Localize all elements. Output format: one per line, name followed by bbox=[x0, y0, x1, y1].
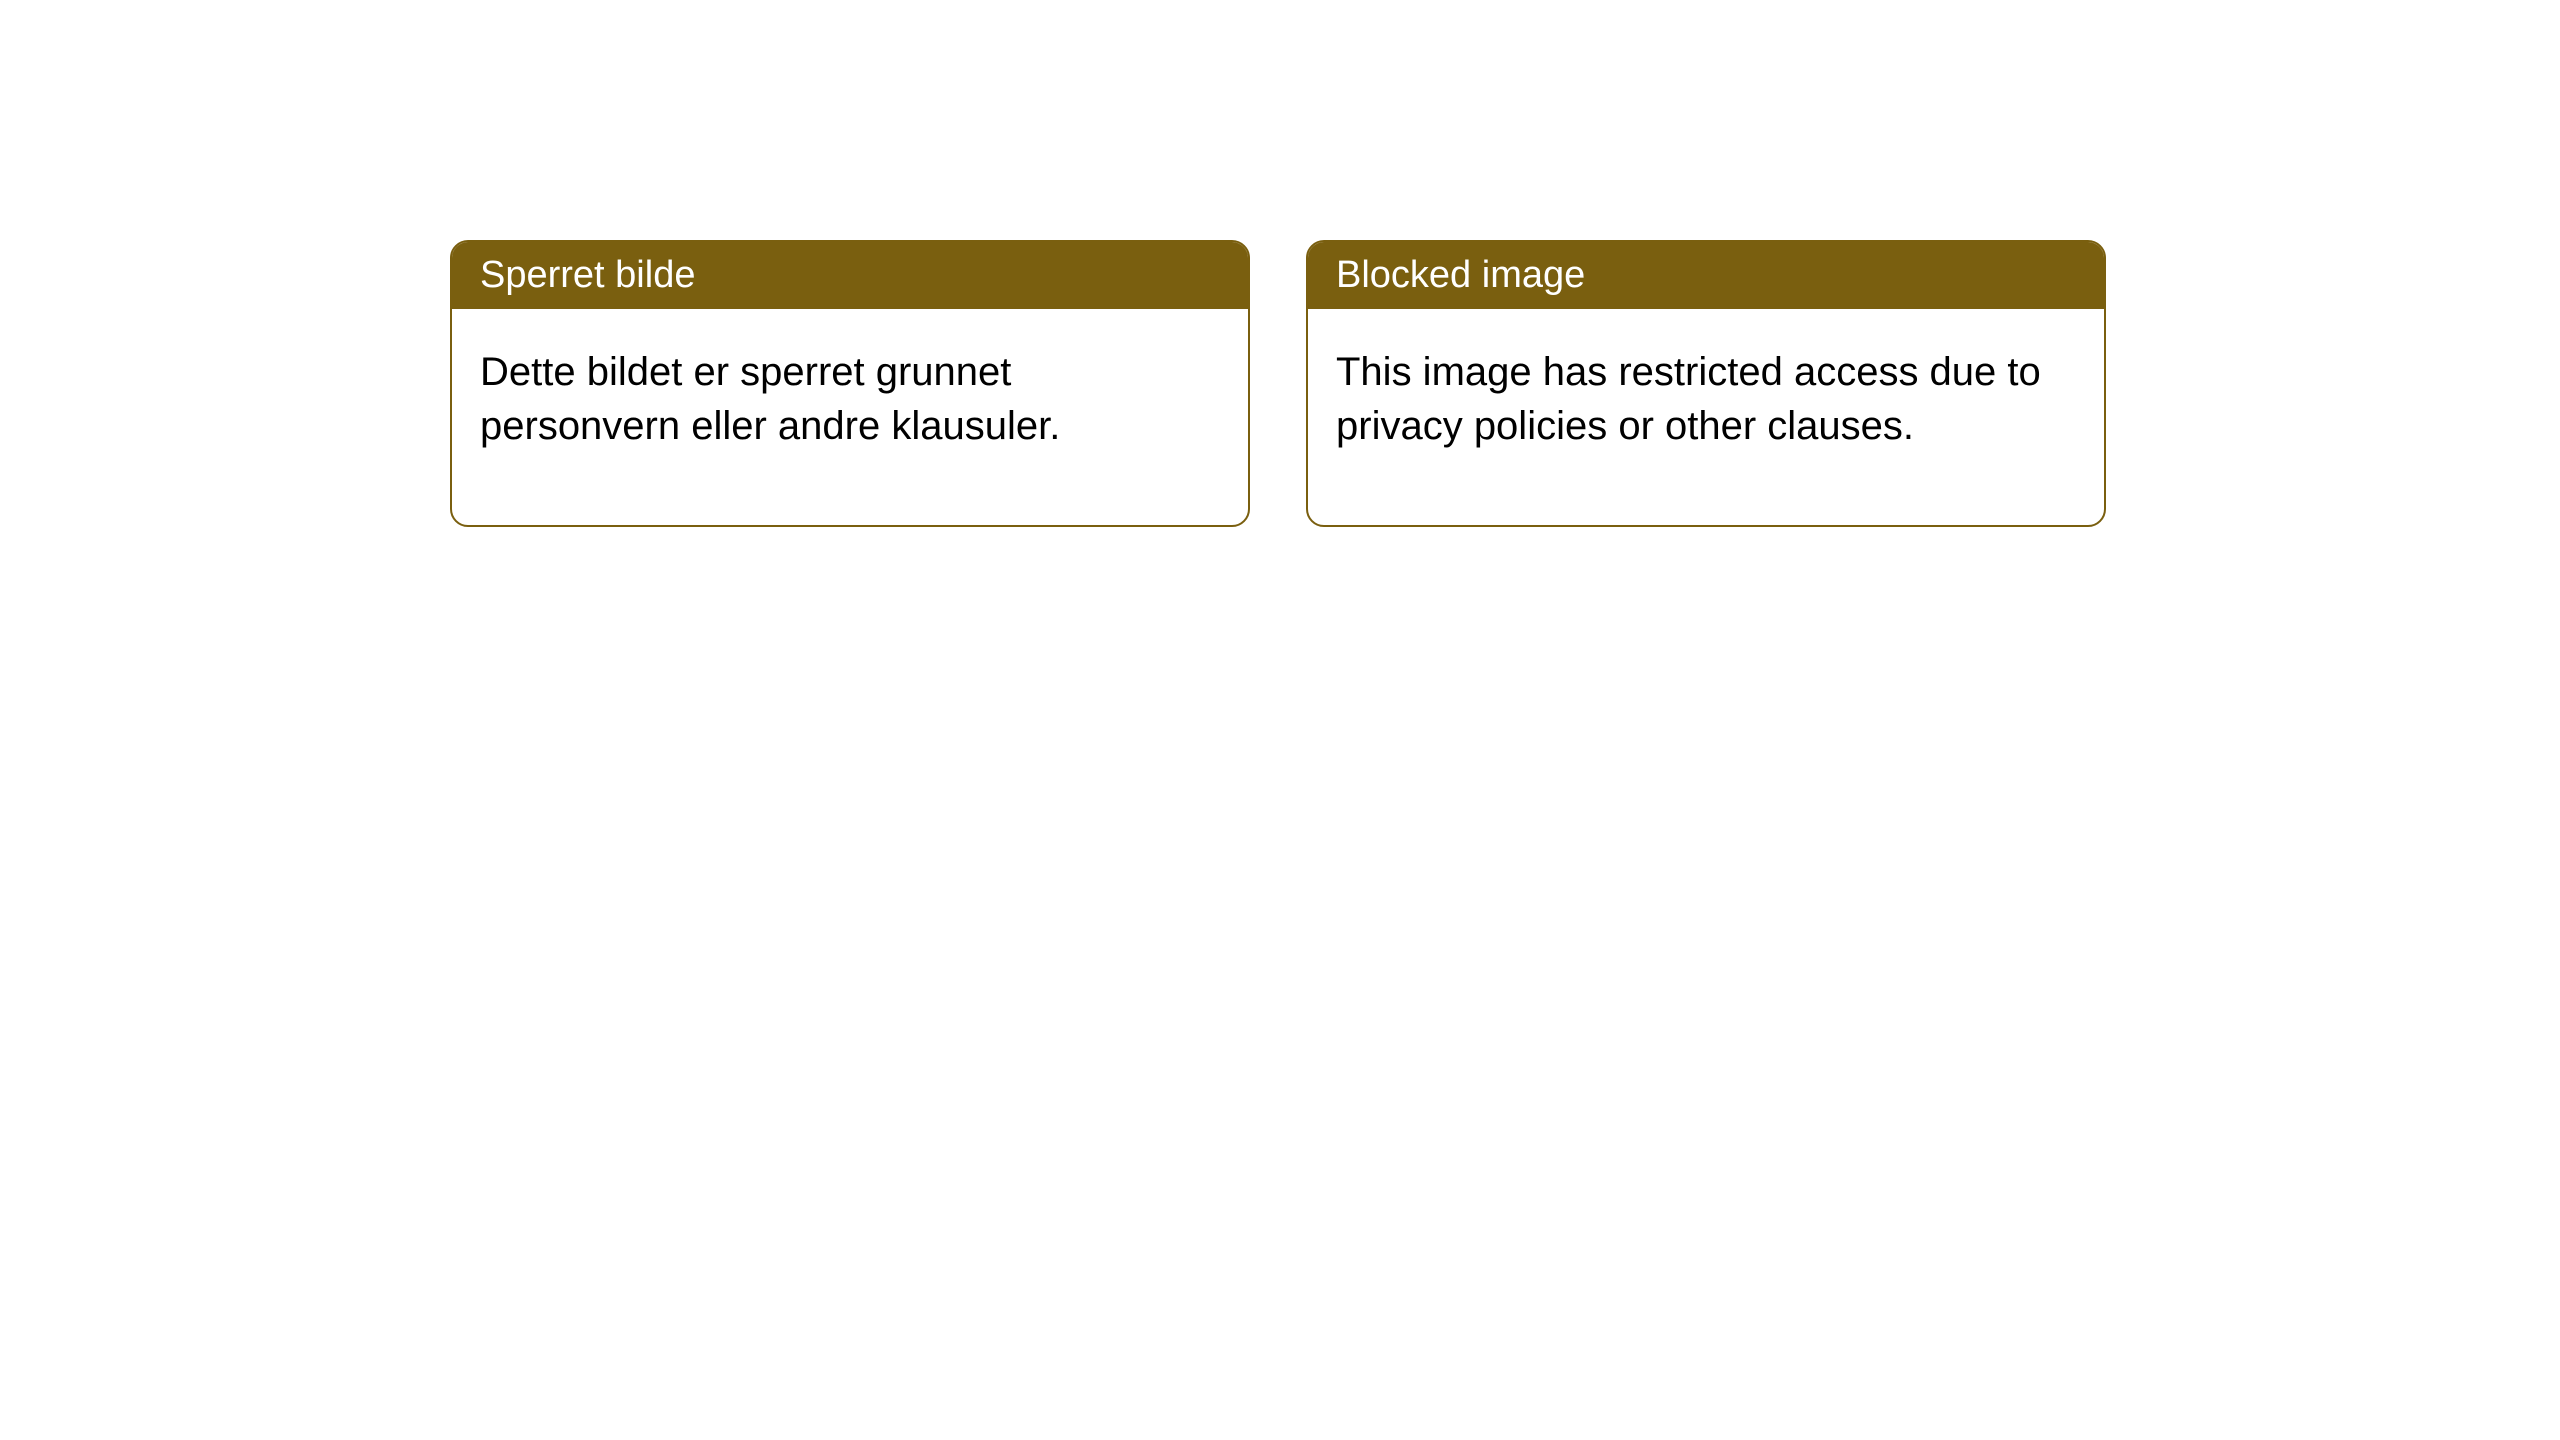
card-title: Blocked image bbox=[1336, 254, 1585, 296]
card-body-text: Dette bildet er sperret grunnet personve… bbox=[480, 350, 1060, 448]
notice-card-english: Blocked image This image has restricted … bbox=[1306, 240, 2106, 527]
card-header: Blocked image bbox=[1308, 242, 2104, 309]
card-body-text: This image has restricted access due to … bbox=[1336, 350, 2041, 448]
notice-container: Sperret bilde Dette bildet er sperret gr… bbox=[450, 240, 2106, 527]
card-body: This image has restricted access due to … bbox=[1308, 309, 2104, 525]
notice-card-norwegian: Sperret bilde Dette bildet er sperret gr… bbox=[450, 240, 1250, 527]
card-title: Sperret bilde bbox=[480, 254, 695, 296]
card-body: Dette bildet er sperret grunnet personve… bbox=[452, 309, 1248, 525]
card-header: Sperret bilde bbox=[452, 242, 1248, 309]
